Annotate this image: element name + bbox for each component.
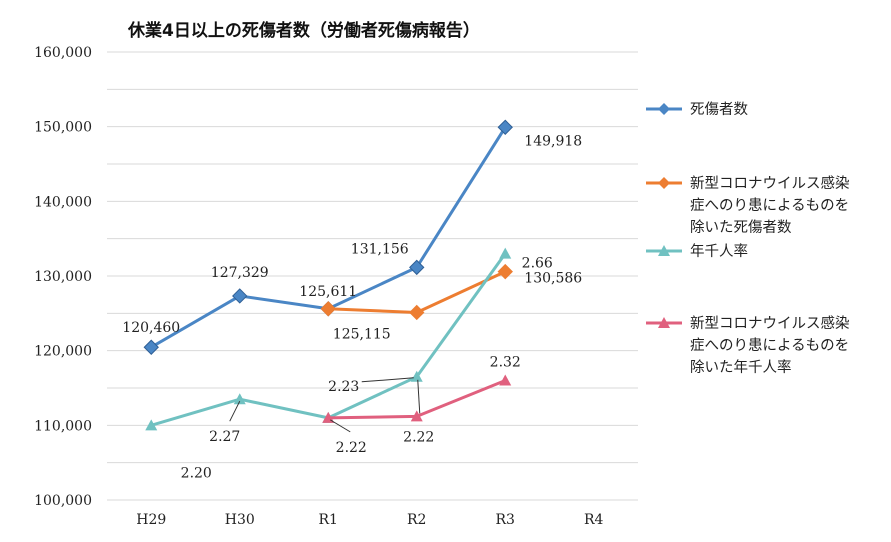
data-label: 2.22	[403, 429, 434, 445]
data-point	[497, 119, 513, 135]
y-tick-label: 110,000	[34, 418, 92, 434]
data-label: 2.27	[209, 429, 240, 445]
y-tick-label: 100,000	[34, 493, 92, 509]
data-label: 120,460	[122, 320, 180, 336]
data-point	[233, 393, 246, 405]
data-label: 130,586	[524, 271, 582, 287]
data-point	[409, 259, 425, 276]
y-axis: 100,000 110,000 120,000 130,000 140,000 150,0…	[34, 45, 92, 509]
data-point	[499, 374, 512, 386]
y-tick-label: 150,000	[34, 120, 92, 136]
data-label: 125,611	[299, 284, 357, 300]
legend-label: 新型コロナウイルス感染	[690, 175, 850, 192]
y-tick-label: 160,000	[34, 45, 92, 61]
data-point	[320, 301, 336, 317]
data-point	[497, 263, 513, 280]
data-point	[410, 370, 423, 382]
legend: 死傷者数新型コロナウイルス感染症へのり患によるものを除いた死傷者数年千人率新型コ…	[646, 101, 850, 376]
series-layer	[143, 119, 513, 431]
data-label: 149,918	[524, 133, 582, 149]
legend-label: 除いた年千人率	[690, 359, 792, 376]
chart-title: 休業4日以上の死傷者数（労働者死傷病報告）	[127, 20, 480, 41]
x-tick-label: H30	[225, 512, 255, 528]
legend-label: 新型コロナウイルス感染	[690, 315, 850, 332]
gridlines	[107, 51, 638, 501]
data-label: 2.22	[336, 440, 367, 456]
legend-label: 死傷者数	[690, 101, 748, 118]
data-point	[143, 339, 159, 355]
data-point	[232, 288, 248, 304]
leader-line	[229, 400, 241, 422]
data-label: 125,115	[333, 326, 391, 342]
x-tick-label: R2	[407, 512, 426, 528]
legend-label: 症へのり患によるものを	[690, 197, 849, 214]
series-line-2	[150, 252, 507, 427]
y-tick-label: 140,000	[34, 194, 92, 210]
x-axis: H29 H30 R1 R2 R3 R4	[136, 512, 603, 528]
legend-label: 除いた死傷者数	[690, 219, 792, 236]
data-labels: 120,460 127,329 125,611 131,156 149,918 125,1…	[122, 133, 582, 481]
x-tick-label: H29	[136, 512, 166, 528]
data-label: 2.23	[328, 379, 359, 395]
x-tick-label: R1	[319, 512, 338, 528]
data-point	[409, 304, 425, 321]
legend-label: 症へのり患によるものを	[690, 337, 849, 354]
data-label: 2.20	[181, 465, 212, 481]
legend-label: 年千人率	[690, 243, 748, 260]
y-tick-label: 120,000	[34, 344, 92, 360]
legend-marker	[658, 103, 670, 115]
x-tick-label: R3	[496, 512, 515, 528]
data-point	[410, 410, 423, 422]
leader-line	[361, 377, 414, 383]
data-label: 2.66	[522, 256, 553, 272]
x-tick-label: R4	[584, 512, 604, 528]
data-point	[145, 419, 158, 431]
legend-marker	[658, 245, 670, 256]
data-point	[499, 247, 512, 259]
y-tick-label: 130,000	[34, 269, 92, 285]
leader-line	[329, 419, 351, 433]
leader-line	[417, 379, 421, 414]
legend-marker	[658, 317, 670, 328]
data-label: 127,329	[211, 265, 269, 281]
data-label: 2.32	[490, 355, 521, 371]
data-label: 131,156	[351, 241, 409, 257]
legend-marker	[658, 177, 670, 189]
